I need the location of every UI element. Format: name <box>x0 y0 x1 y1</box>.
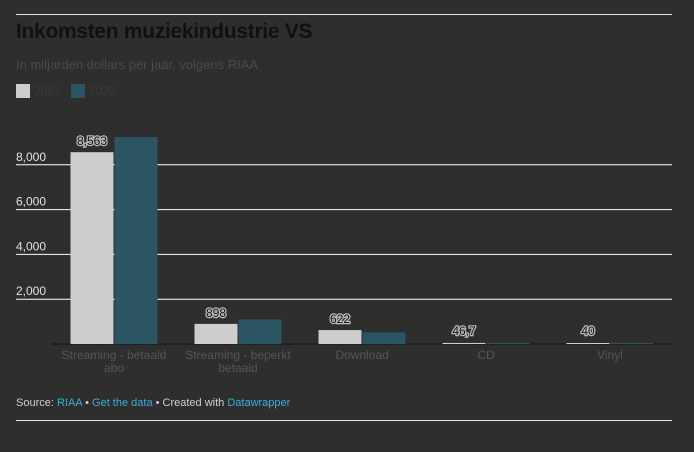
chart-title: Inkomsten muziekindustrie VS <box>16 20 313 43</box>
data-label: 622 <box>330 312 350 326</box>
x-category-label: abo <box>104 361 124 375</box>
x-category-label: CD <box>477 348 495 362</box>
legend-swatch-2021 <box>16 84 30 98</box>
chart-subtitle: In miljarden dollars per jaar, volgens R… <box>16 57 259 72</box>
source-line: Source: RIAA • Get the data • Created wi… <box>16 397 290 409</box>
y-tick-label: 2,000 <box>16 284 46 298</box>
legend-label-2022: 2022 <box>88 84 116 98</box>
legend: 2021 2022 <box>16 84 115 98</box>
bar-2022 <box>486 343 530 344</box>
datawrapper-link[interactable]: Datawrapper <box>227 397 291 409</box>
y-tick-label: 8,000 <box>16 150 46 164</box>
source-separator: • <box>82 397 93 409</box>
bar-2022 <box>610 343 654 344</box>
bar-2021 <box>566 343 610 344</box>
bar-2021 <box>70 152 114 344</box>
legend-label-2021: 2021 <box>34 84 61 98</box>
bar-2022 <box>238 319 282 344</box>
data-label: 46,7 <box>452 324 476 338</box>
legend-item-2022: 2022 <box>70 84 116 98</box>
bar-2021 <box>194 323 238 344</box>
data-label: 8,563 <box>77 134 107 148</box>
y-tick-label: 6,000 <box>16 195 46 209</box>
legend-item-2021: 2021 <box>16 84 61 98</box>
x-category-label: Streaming - beperkt <box>185 348 291 362</box>
y-tick-label: 4,000 <box>16 239 46 253</box>
bar-2022 <box>114 137 158 344</box>
source-prefix: Source: <box>16 397 57 409</box>
legend-swatch-2022 <box>70 84 85 98</box>
created-with-text: • Created with <box>152 397 228 409</box>
x-category-label: betaald <box>218 361 257 375</box>
source-link-riaa[interactable]: RIAA <box>56 397 83 409</box>
data-label: 898 <box>206 306 226 320</box>
get-the-data-link[interactable]: Get the data <box>92 397 153 409</box>
data-label: 40 <box>581 324 595 338</box>
bar-2021 <box>318 330 362 344</box>
bar-2021 <box>442 342 486 344</box>
bottom-rule <box>16 420 672 421</box>
x-category-label: Streaming - betaald <box>62 348 167 362</box>
x-category-label: Vinyl <box>597 348 623 362</box>
top-rule <box>16 14 672 15</box>
x-category-label: Download <box>335 348 388 362</box>
bar-2022 <box>362 332 406 344</box>
